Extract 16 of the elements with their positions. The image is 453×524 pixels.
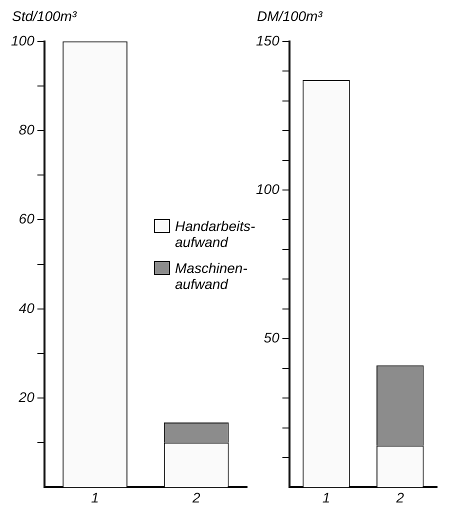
- y-tick-label: 50: [264, 329, 280, 346]
- x-tick-label: 1: [91, 489, 99, 506]
- y-tick-label: 20: [18, 388, 35, 405]
- y-tick-label: 60: [18, 210, 35, 227]
- y-axis-title: Std/100m³: [11, 8, 78, 26]
- y-tick-label: 40: [18, 300, 35, 316]
- y-tick-label: 100: [256, 180, 280, 197]
- legend-label: Maschinen-aufwand: [175, 260, 248, 292]
- x-tick-label: 2: [191, 489, 200, 506]
- x-tick-label: 2: [395, 489, 404, 506]
- x-tick-label: 1: [322, 489, 330, 506]
- y-tick-label: 150: [256, 32, 280, 48]
- y-tick-label: 100: [11, 32, 35, 48]
- y-tick-label: 80: [18, 121, 35, 138]
- legend-label: Handarbeits-aufwand: [175, 218, 256, 250]
- y-axis-title: DM/100m³: [256, 8, 324, 26]
